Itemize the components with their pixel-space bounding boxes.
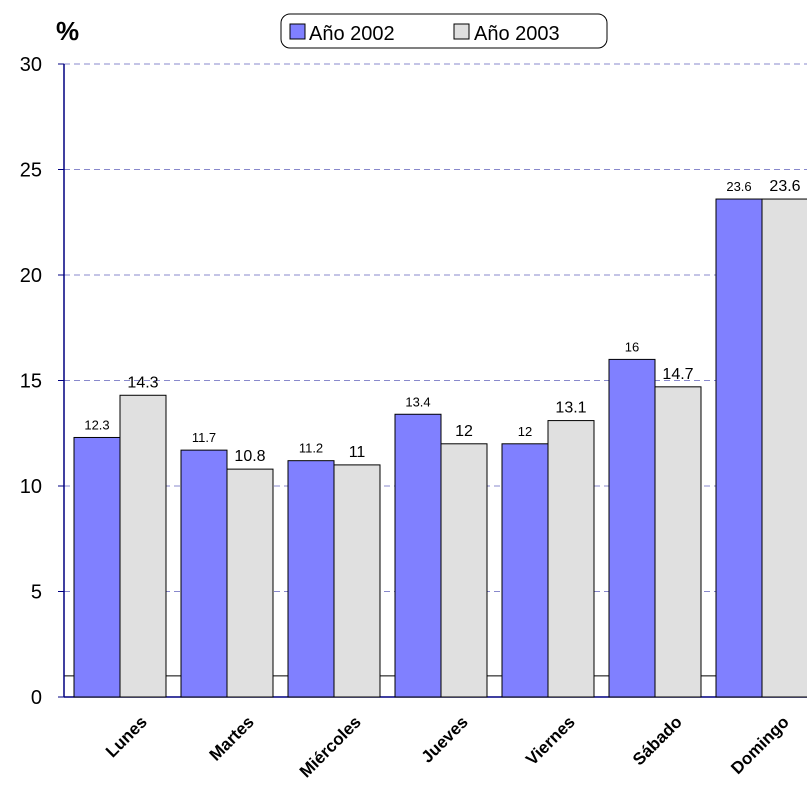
legend-swatch-2002 xyxy=(289,23,306,40)
bar xyxy=(547,420,595,698)
data-label: 11.7 xyxy=(192,430,216,445)
bar xyxy=(73,436,121,698)
data-label: 12 xyxy=(518,424,532,439)
data-labels: 12.3 14.3 11.7 10.8 11.2 11 13.4 12 12 13.1 16 14.7… xyxy=(84,178,800,465)
y-tick-label: 10 xyxy=(20,476,42,498)
x-tick-label: Miércoles xyxy=(296,712,365,781)
bar xyxy=(440,443,488,698)
data-label: 13.1 xyxy=(555,400,586,417)
y-tick-label: 20 xyxy=(20,265,42,287)
x-tick-label: Lunes xyxy=(102,712,151,761)
bar xyxy=(501,443,549,698)
data-label: 14.3 xyxy=(127,374,158,391)
legend: Año 2002 Año 2003 xyxy=(280,13,608,49)
bar xyxy=(119,394,167,698)
bars xyxy=(73,198,807,698)
data-label: 14.7 xyxy=(662,366,693,383)
x-tick-label: Viernes xyxy=(522,712,579,769)
bar xyxy=(226,468,274,698)
data-label: 16 xyxy=(625,339,639,354)
bar xyxy=(180,449,228,698)
data-label: 23.6 xyxy=(726,179,751,194)
y-tick-label: 15 xyxy=(20,371,42,393)
legend-box xyxy=(280,13,608,49)
x-tick-label: Domingo xyxy=(727,712,793,778)
data-label: 13.4 xyxy=(405,394,430,409)
bar xyxy=(761,198,807,698)
y-tick-label: 0 xyxy=(31,687,42,709)
x-tick-label: Martes xyxy=(206,712,258,764)
x-axis-labels: Lunes Martes Miércoles Jueves Viernes Sábado D… xyxy=(102,712,793,781)
y-unit-label: % xyxy=(56,16,79,46)
bar xyxy=(654,386,702,698)
bar xyxy=(608,358,656,698)
data-label: 12.3 xyxy=(84,417,109,432)
y-tick-label: 30 xyxy=(20,54,42,76)
data-label: 10.8 xyxy=(234,448,265,465)
legend-label-2003: Año 2003 xyxy=(474,23,560,45)
y-tick-label: 5 xyxy=(31,582,42,604)
bar xyxy=(394,413,442,698)
bar xyxy=(287,460,335,698)
data-label: 11 xyxy=(349,444,366,461)
legend-label-2002: Año 2002 xyxy=(309,23,395,45)
bar xyxy=(715,198,763,698)
x-tick-label: Jueves xyxy=(418,712,472,766)
legend-swatch-2003 xyxy=(453,23,470,40)
data-label: 23.6 xyxy=(769,178,800,195)
data-label: 12 xyxy=(455,423,473,440)
bar xyxy=(333,464,381,698)
y-tick-label: 25 xyxy=(20,160,42,182)
data-label: 11.2 xyxy=(299,441,323,456)
x-tick-label: Sábado xyxy=(629,712,686,769)
